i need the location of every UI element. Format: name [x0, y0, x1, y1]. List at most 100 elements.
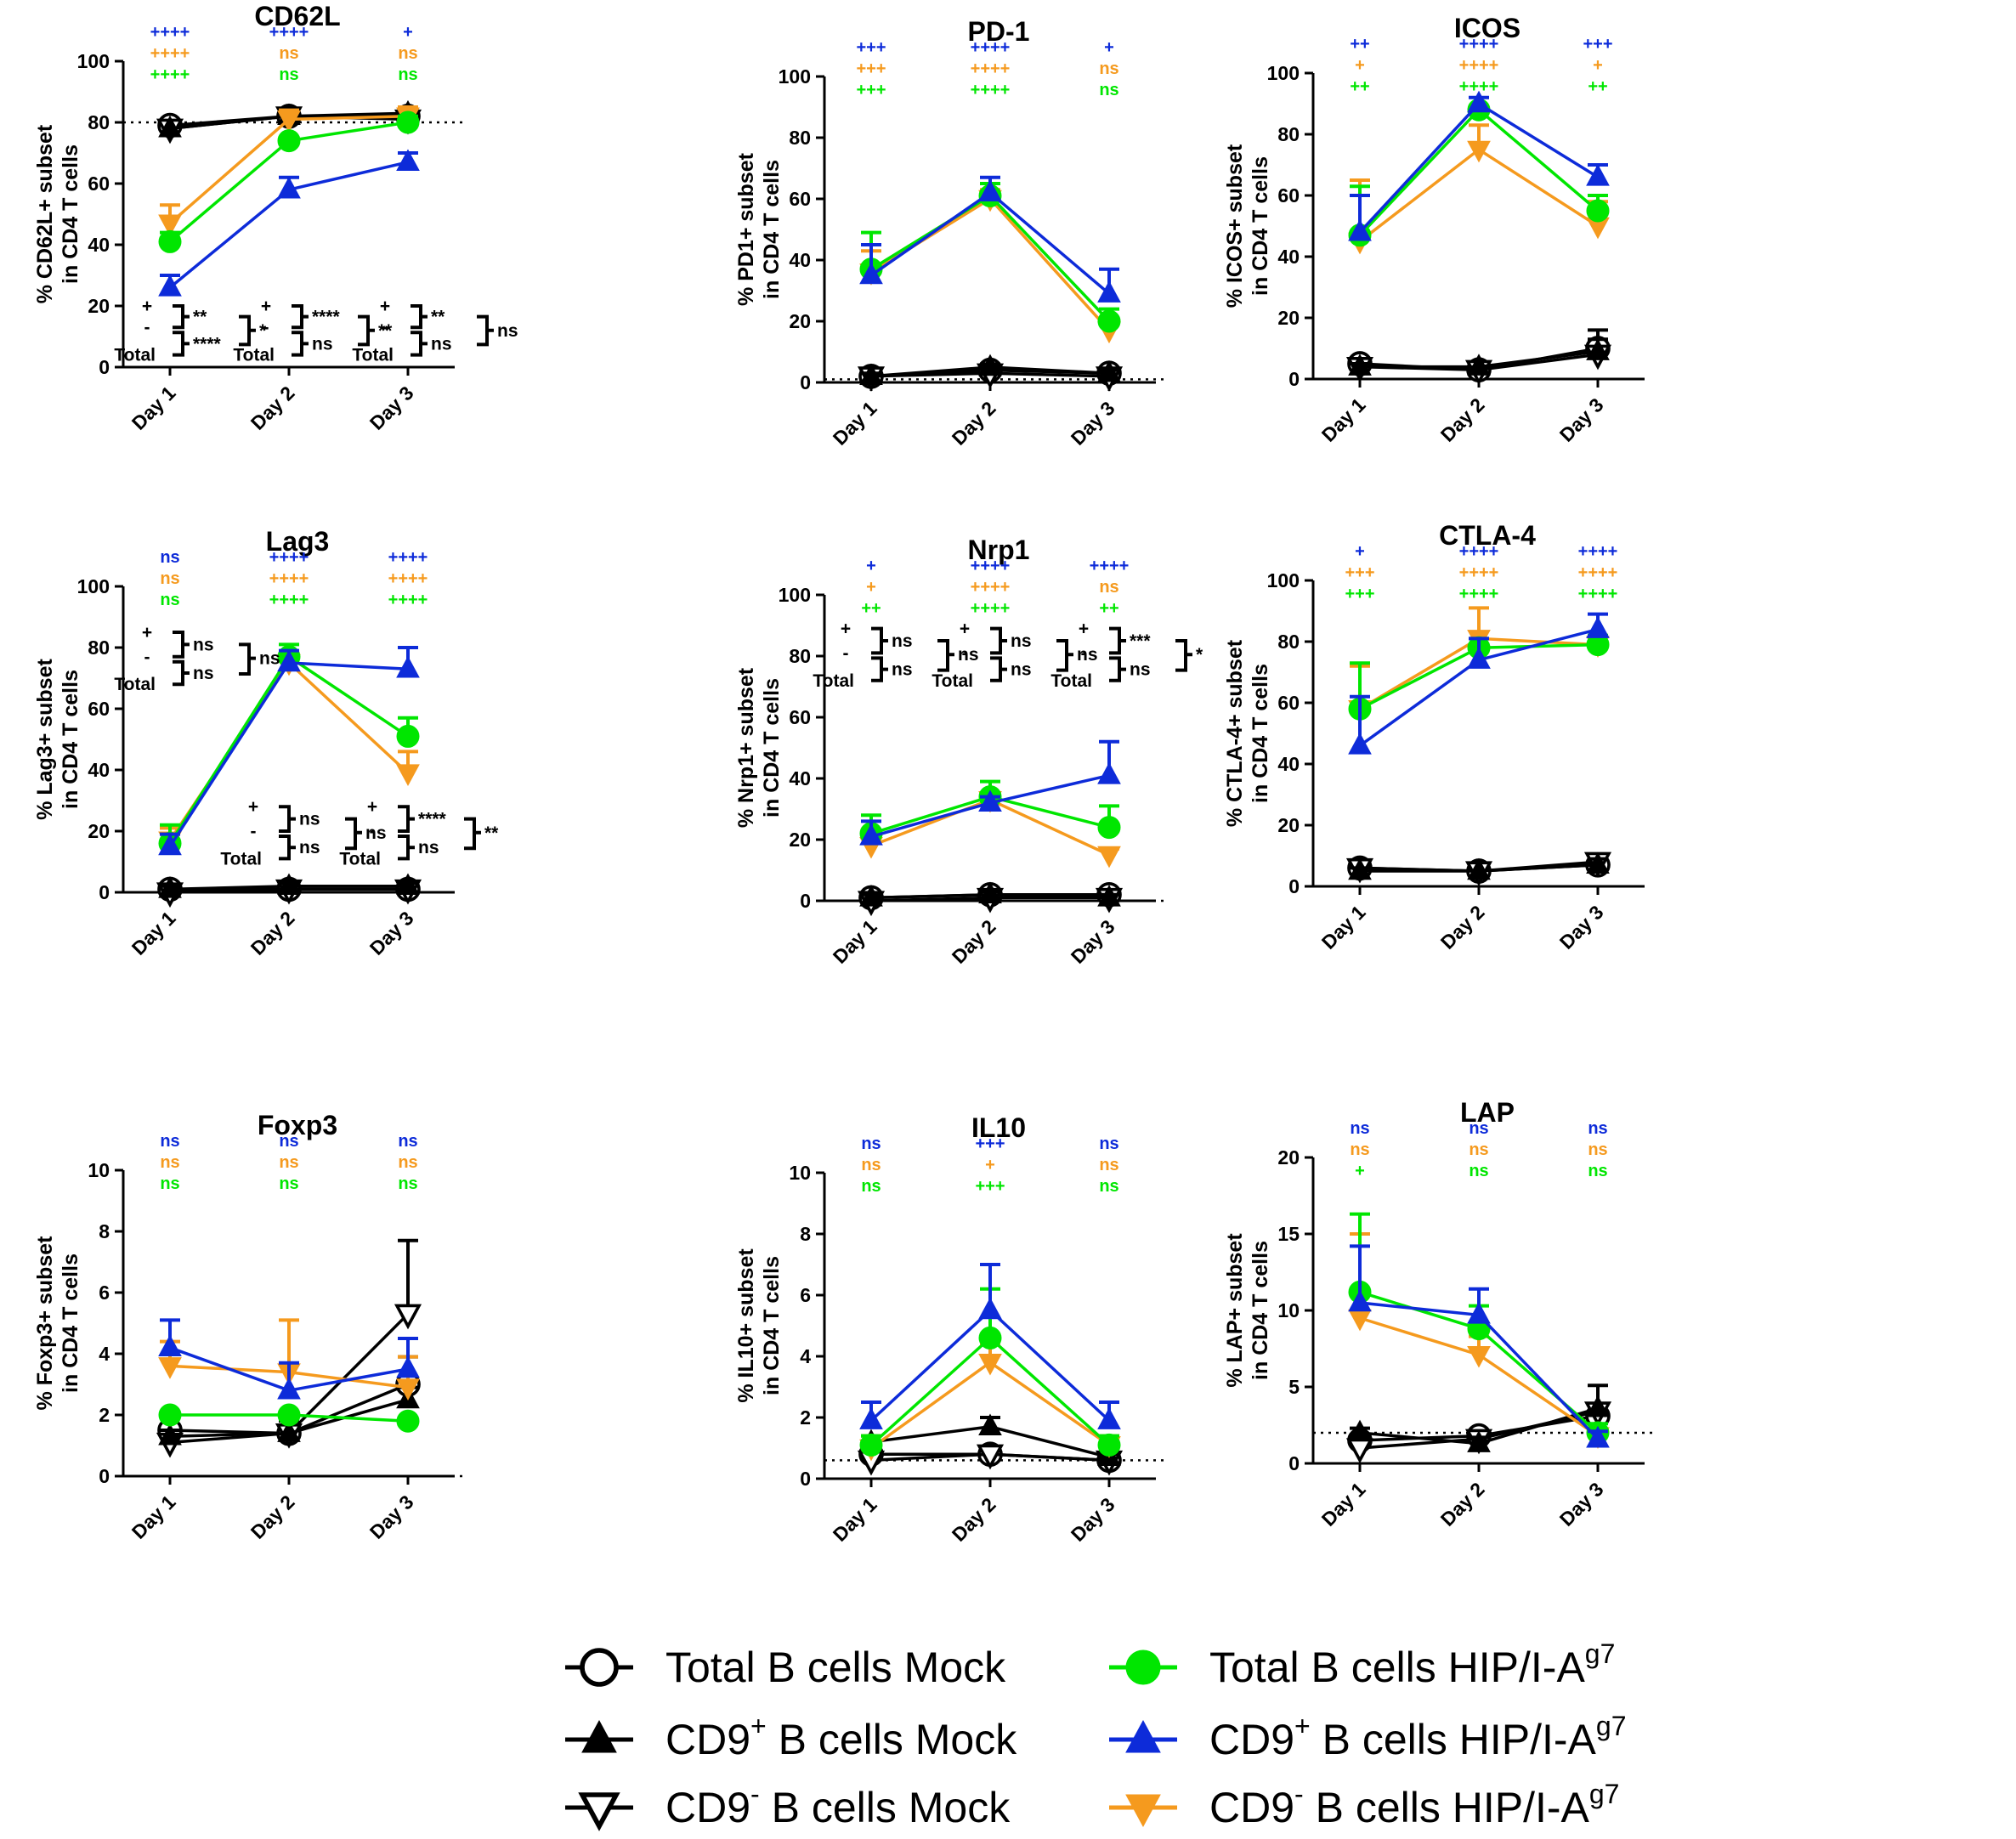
bracket-stat: ns	[892, 631, 913, 651]
significance-bracket: +-Total*******	[114, 297, 267, 365]
bracket-line	[464, 817, 481, 851]
y-axis-label: % CD62L+ subsetin CD4 T cells	[33, 124, 82, 303]
bracket-line	[1109, 656, 1126, 682]
bracket-line	[173, 304, 190, 330]
y-tick-label: 100	[77, 50, 110, 72]
bracket-label: Total	[220, 849, 262, 869]
bracket-stat: ns	[299, 838, 320, 857]
bracket-stat: **	[484, 823, 499, 843]
significance-label: ++++	[1459, 56, 1499, 75]
series-cd9pos_mock	[1348, 1383, 1610, 1452]
series-total_hip	[859, 182, 1121, 333]
data-point	[1097, 309, 1121, 333]
significance-label: ns	[279, 65, 298, 84]
y-tick-label: 8	[800, 1223, 811, 1245]
legend-label: Total B cells Mock	[665, 1644, 1006, 1691]
series-cd9pos_mock	[1348, 852, 1610, 880]
x-tick-label: Day 3	[1555, 901, 1608, 953]
data-point	[859, 1407, 883, 1429]
y-tick-label: 15	[1277, 1223, 1300, 1245]
data-point	[1097, 359, 1121, 382]
significance-label: ++++	[971, 38, 1011, 57]
significance-label: ++++	[1459, 77, 1499, 96]
data-point	[1467, 1345, 1491, 1368]
legend-marker	[578, 1792, 620, 1831]
data-point	[1467, 857, 1491, 880]
x-tick-label: Day 2	[246, 1491, 299, 1543]
bracket-label: Total	[932, 671, 973, 691]
significance-label: ns	[398, 1132, 417, 1151]
y-tick-label: 100	[779, 584, 811, 606]
series-cd9neg_hip	[859, 188, 1121, 344]
chart-title: CD62L	[254, 1, 340, 31]
bracket-stat: ns	[431, 334, 452, 354]
data-point	[978, 354, 1002, 376]
significance-label: +	[1104, 38, 1114, 57]
bracket-stat: ns	[193, 664, 214, 683]
significance-label: ns	[279, 44, 298, 63]
y-tick-label: 0	[1288, 875, 1300, 897]
significance-label: ++++	[971, 557, 1011, 575]
y-tick-label: 40	[1277, 753, 1300, 775]
data-point	[1097, 885, 1121, 907]
x-tick-label: Day 1	[127, 1491, 180, 1543]
series-cd9pos_mock	[859, 354, 1121, 386]
legend-label-base: CD9	[1209, 1716, 1294, 1763]
legend-label-base: CD9	[665, 1716, 750, 1763]
data-point	[1097, 816, 1121, 840]
y-tick-label: 2	[99, 1404, 110, 1426]
data-point	[1586, 1425, 1610, 1448]
data-point	[158, 229, 182, 253]
chart-title: PD-1	[968, 16, 1030, 47]
bracket-stat: ns	[497, 321, 518, 341]
data-point	[1348, 354, 1372, 376]
data-point	[1348, 857, 1372, 880]
data-point	[978, 179, 1002, 202]
data-point	[1467, 647, 1491, 669]
significance-label: ns	[1469, 1119, 1488, 1138]
significance-label: ++++	[388, 569, 428, 588]
x-tick-label: Day 1	[829, 1493, 881, 1546]
chart-title: ICOS	[1454, 13, 1520, 43]
x-tick-label: Day 3	[1067, 915, 1119, 968]
x-tick-label: Day 2	[1436, 901, 1489, 953]
legend-label: CD9- B cells Mock	[665, 1779, 1011, 1831]
legend-label-base: CD9	[1209, 1784, 1294, 1831]
legend-label-sup: +	[1294, 1711, 1311, 1741]
significance-label: +	[403, 23, 413, 42]
data-point	[978, 1353, 1002, 1376]
y-axis-label: % IL10+ subsetin CD4 T cells	[734, 1248, 784, 1403]
data-point	[1467, 1302, 1491, 1324]
y-axis-label-line: % PD1+ subset	[734, 152, 758, 306]
bracket-label: Total	[114, 346, 156, 365]
bracket-line	[398, 805, 415, 833]
significance-bracket: + - Total **** ns **	[233, 297, 393, 365]
data-point	[396, 764, 420, 786]
data-point	[158, 1403, 182, 1427]
y-tick-label: 20	[88, 820, 110, 842]
data-point	[396, 724, 420, 748]
significance-label: ns	[1469, 1140, 1488, 1159]
significance-label: ++++	[150, 44, 190, 63]
significance-label: ++	[1350, 35, 1369, 54]
series-cd9pos_hip	[1348, 90, 1610, 241]
significance-label: ns	[861, 1135, 881, 1153]
bracket-label: +	[367, 797, 377, 817]
bracket-stat: ns	[259, 649, 280, 669]
bracket-line	[990, 626, 1007, 655]
data-point	[859, 363, 883, 386]
y-tick-label: 80	[1277, 123, 1300, 145]
data-point	[1467, 90, 1491, 113]
y-tick-label: 8	[99, 1220, 110, 1242]
y-tick-label: 80	[88, 111, 110, 133]
data-point	[859, 1433, 883, 1457]
x-tick-label: Day 2	[1436, 393, 1489, 446]
x-tick-label: Day 2	[948, 1493, 1000, 1546]
data-point	[277, 176, 301, 199]
chart-panel-pd-1: PD-1 % PD1+ subsetin CD4 T cells 0 20 40 60 80…	[734, 16, 1164, 450]
significance-label: ns	[398, 65, 417, 84]
significance-label: ns	[398, 1153, 417, 1172]
